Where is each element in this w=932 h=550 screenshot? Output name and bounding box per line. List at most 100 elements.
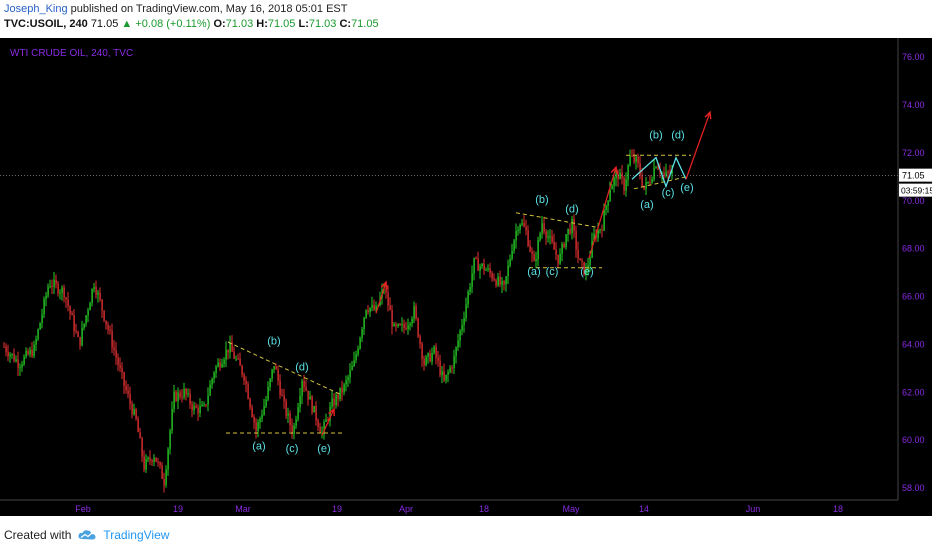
y-tick-label: 76.00: [902, 52, 925, 62]
candle-body: [593, 233, 595, 241]
chart-container[interactable]: WTI CRUDE OIL, 240, TVC 76.00 74.00 72.00 70…: [0, 38, 932, 516]
candle-body: [291, 425, 293, 434]
candle-body: [649, 181, 651, 183]
candle-body: [283, 395, 285, 402]
candle-body: [39, 322, 41, 330]
candle-body: [503, 281, 505, 285]
candle-body: [339, 387, 341, 399]
arrow-head: [704, 110, 712, 120]
author-link[interactable]: Joseph_King: [4, 3, 68, 15]
candle-body: [25, 351, 27, 357]
candle-body: [101, 299, 103, 311]
candle-body: [239, 358, 241, 366]
candle-body: [213, 373, 215, 379]
symbol-legend: TVC:USOIL, 240 71.05 ▲ +0.08 (+0.11%) O:…: [4, 18, 379, 30]
price-change: ▲ +0.08 (+0.11%): [121, 18, 211, 30]
candle-body: [125, 385, 127, 391]
candle-body: [553, 242, 555, 250]
candle-body: [511, 251, 513, 259]
candle-body: [279, 380, 281, 396]
candle-body: [435, 346, 437, 358]
candle-body: [525, 226, 527, 231]
candle-body: [117, 357, 119, 366]
candle-body: [167, 449, 169, 470]
candle-body: [397, 324, 399, 327]
x-tick-label: 19: [173, 504, 183, 514]
candle-body: [325, 419, 327, 422]
candle-body: [657, 167, 659, 170]
candle-body: [63, 287, 65, 298]
y-tick-label: 58.00: [902, 483, 925, 493]
candle-body: [195, 406, 197, 408]
candle-body: [305, 386, 307, 391]
candle-body: [583, 261, 585, 275]
candle-body: [363, 317, 365, 330]
candle-body: [109, 329, 111, 332]
candle-body: [413, 306, 415, 319]
candle-body: [275, 366, 277, 370]
candle-body: [547, 236, 549, 238]
candle-body: [493, 278, 495, 281]
candle-body: [637, 156, 639, 164]
candle-body: [159, 462, 161, 466]
candle-body: [409, 323, 411, 326]
candle-body: [31, 349, 33, 357]
tradingview-brand[interactable]: TradingView: [103, 528, 170, 542]
candle-body: [485, 269, 487, 271]
footer: Created with TradingView: [4, 528, 169, 542]
candle-body: [179, 392, 181, 397]
wave-label: (d): [671, 130, 684, 142]
candle-body: [345, 380, 347, 385]
candle-body: [55, 279, 57, 284]
candle-body: [581, 260, 583, 262]
candle-body: [131, 403, 133, 415]
candle-body: [373, 304, 375, 310]
candle-body: [497, 276, 499, 286]
candle-body: [367, 309, 369, 312]
tradingview-cloud-icon[interactable]: [77, 529, 97, 541]
candle-body: [401, 323, 403, 326]
candle-body: [369, 307, 371, 312]
candle-body: [143, 456, 145, 470]
candle-body: [293, 425, 295, 434]
candle-body: [481, 263, 483, 267]
last-price: 71.05: [90, 18, 119, 30]
candle-body: [79, 336, 81, 346]
candle-body: [311, 396, 313, 413]
x-tick-label: 14: [639, 504, 649, 514]
candle-body: [623, 178, 625, 191]
candle-body: [285, 401, 287, 416]
wave-label: (e): [680, 182, 693, 194]
candle-body: [357, 348, 359, 355]
candle-body: [321, 432, 323, 434]
candle-body: [455, 347, 457, 357]
candle-body: [123, 372, 125, 386]
candle-body: [185, 388, 187, 395]
candle-body: [619, 172, 621, 180]
candle-body: [105, 320, 107, 325]
candle-body: [85, 315, 87, 324]
candle-body: [15, 359, 17, 362]
candle-body: [263, 406, 265, 415]
x-tick-label: May: [562, 504, 580, 514]
candle-body: [633, 155, 635, 162]
candle-body: [399, 324, 401, 326]
x-tick-label: Apr: [399, 504, 413, 514]
candle-body: [281, 395, 283, 397]
candle-body: [113, 347, 115, 351]
candle-body: [617, 173, 619, 180]
price-chart[interactable]: WTI CRUDE OIL, 240, TVC 76.00 74.00 72.00 70…: [0, 38, 932, 516]
candle-body: [447, 372, 449, 375]
created-with-text: Created with: [4, 528, 72, 542]
wave-label: (b): [649, 130, 662, 142]
candle-body: [135, 409, 137, 419]
candle-body: [423, 358, 425, 366]
candle-body: [603, 210, 605, 231]
candle-body: [533, 254, 535, 261]
candle-body: [427, 353, 429, 357]
candle-body: [469, 287, 471, 292]
projection-arrow-line: [588, 167, 617, 259]
candle-body: [171, 409, 173, 431]
candle-body: [453, 356, 455, 368]
candle-body: [227, 349, 229, 353]
